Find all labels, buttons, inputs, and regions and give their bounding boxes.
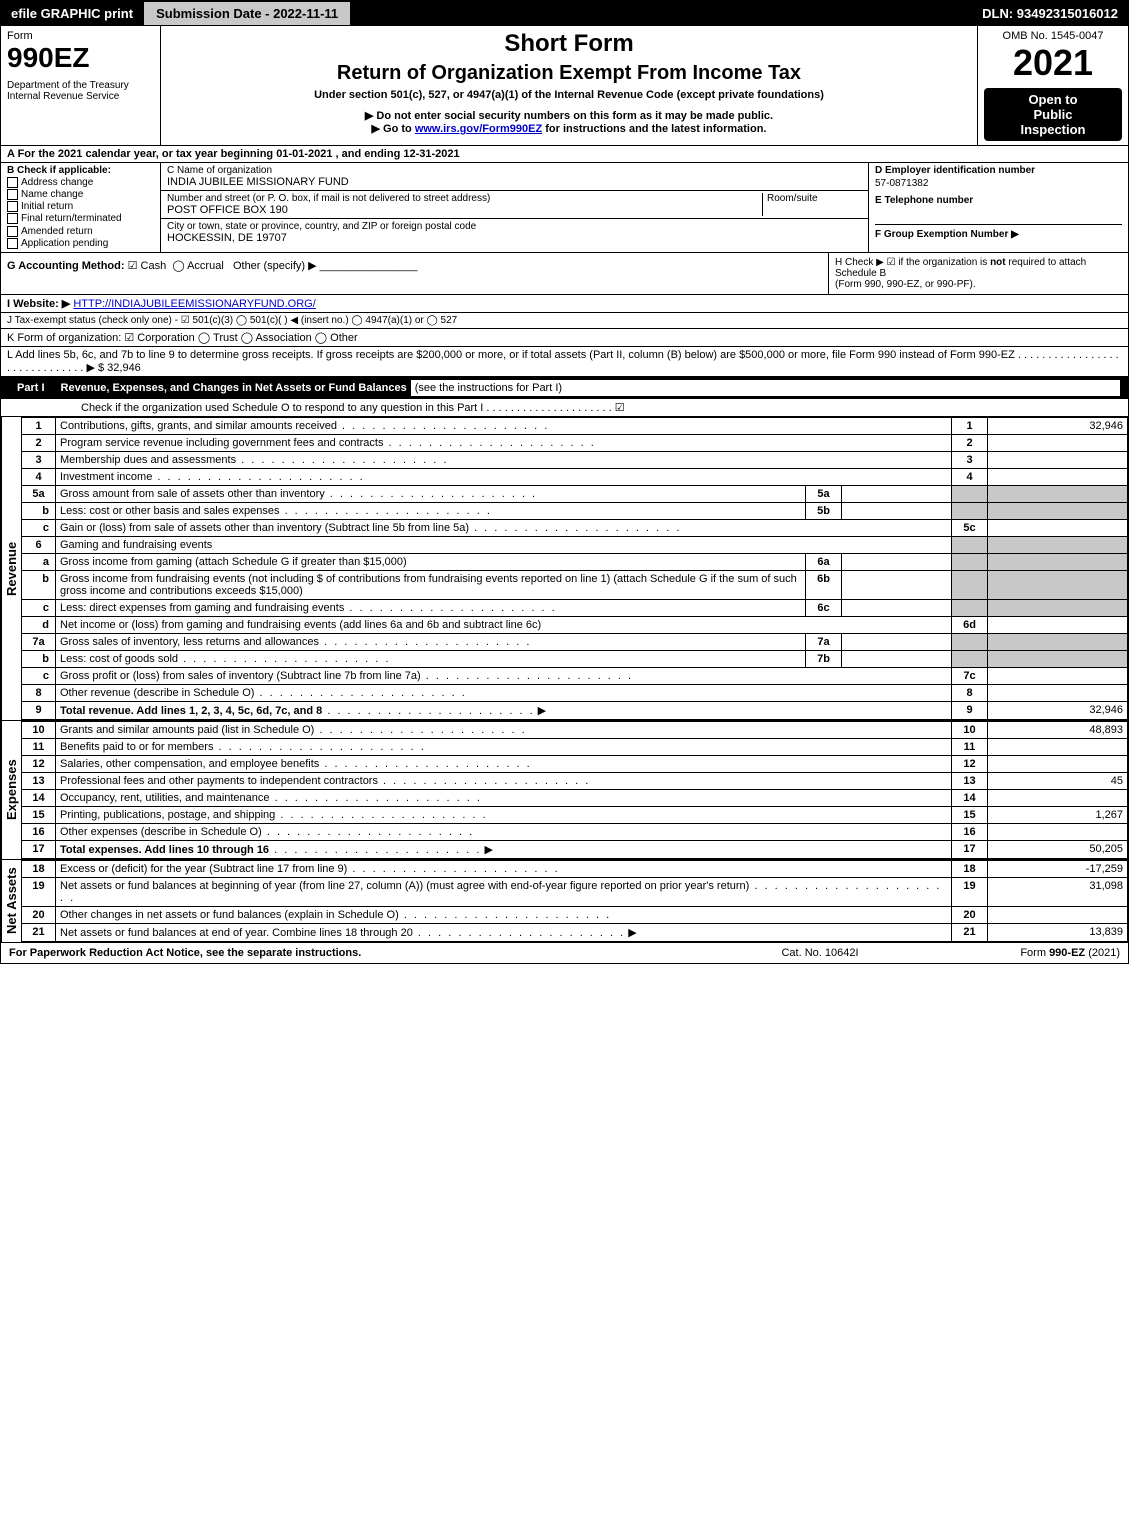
dln-label: DLN: 93492315016012 [972,2,1128,25]
line-9: 9Total revenue. Add lines 1, 2, 3, 4, 5c… [22,701,1128,719]
check-initial-return[interactable]: Initial return [21,201,73,212]
c-label: C Name of organization [167,165,862,176]
street-value: POST OFFICE BOX 190 [167,204,762,216]
section-g-h: G Accounting Method: ☑ Cash ◯ Accrual Ot… [1,253,1128,295]
short-form-title: Short Form [169,30,969,58]
section-i: I Website: ▶ HTTP://INDIAJUBILEEMISSIONA… [1,295,1128,313]
line-21: 21Net assets or fund balances at end of … [22,923,1128,941]
check-name-change[interactable]: Name change [21,189,83,200]
omb-number: OMB No. 1545-0047 [984,30,1122,42]
street-label: Number and street (or P. O. box, if mail… [167,193,762,204]
line-6b: bGross income from fundraising events (n… [22,570,1128,599]
form-header: Form 990EZ Department of the Treasury In… [1,26,1128,146]
line-6a: aGross income from gaming (attach Schedu… [22,553,1128,570]
part-1-header: Part I Revenue, Expenses, and Changes in… [1,377,1128,399]
check-final-return[interactable]: Final return/terminated [21,214,122,225]
page-footer: For Paperwork Reduction Act Notice, see … [1,943,1128,963]
expenses-side-label: Expenses [1,721,21,859]
section-def: D Employer identification number 57-0871… [868,163,1128,252]
line-7a: 7aGross sales of inventory, less returns… [22,633,1128,650]
cat-no: Cat. No. 10642I [720,947,920,959]
line-4: 4Investment income4 [22,468,1128,485]
g-label: G Accounting Method: [7,260,125,272]
line-6d: dNet income or (loss) from gaming and fu… [22,616,1128,633]
g-cash-check[interactable]: ☑ [128,260,138,272]
section-a: A For the 2021 calendar year, or tax yea… [1,146,1128,163]
line-10: 10Grants and similar amounts paid (list … [22,721,1128,738]
efile-print-label[interactable]: efile GRAPHIC print [1,2,143,25]
expenses-table: 10Grants and similar amounts paid (list … [21,721,1128,859]
ein-value: 57-0871382 [875,178,1122,189]
line-5c: cGain or (loss) from sale of assets othe… [22,519,1128,536]
netassets-side-label: Net Assets [1,860,21,942]
line-20: 20Other changes in net assets or fund ba… [22,906,1128,923]
line-3: 3Membership dues and assessments3 [22,451,1128,468]
line-12: 12Salaries, other compensation, and empl… [22,755,1128,772]
revenue-section: Revenue 1Contributions, gifts, grants, a… [1,417,1128,721]
line-6: 6Gaming and fundraising events [22,536,1128,553]
line-18: 18Excess or (deficit) for the year (Subt… [22,860,1128,877]
top-bar: efile GRAPHIC print Submission Date - 20… [1,1,1128,26]
phone-value [875,206,1122,220]
section-l: L Add lines 5b, 6c, and 7b to line 9 to … [1,347,1128,377]
website-link[interactable]: HTTP://INDIAJUBILEEMISSIONARYFUND.ORG/ [73,298,315,310]
form-word: Form [7,30,154,42]
check-amended[interactable]: Amended return [21,226,93,237]
line-11: 11Benefits paid to or for members11 [22,738,1128,755]
line-16: 16Other expenses (describe in Schedule O… [22,823,1128,840]
f-label: F Group Exemption Number ▶ [875,229,1019,240]
city-value: HOCKESSIN, DE 19707 [167,232,862,244]
goto-line: ▶ Go to www.irs.gov/Form990EZ for instru… [169,122,969,135]
line-17: 17Total expenses. Add lines 10 through 1… [22,840,1128,858]
line-5b: bLess: cost or other basis and sales exp… [22,502,1128,519]
part-1-check-line: Check if the organization used Schedule … [1,399,1128,417]
irs-link[interactable]: www.irs.gov/Form990EZ [415,123,542,135]
line-15: 15Printing, publications, postage, and s… [22,806,1128,823]
submission-date: Submission Date - 2022-11-11 [143,1,351,26]
line-1: 1Contributions, gifts, grants, and simil… [22,417,1128,434]
check-pending[interactable]: Application pending [21,238,108,249]
d-label: D Employer identification number [875,165,1122,176]
section-c: C Name of organization INDIA JUBILEE MIS… [161,163,868,252]
section-k: K Form of organization: ☑ Corporation ◯ … [1,329,1128,347]
gross-receipts: 32,946 [107,362,141,374]
section-j: J Tax-exempt status (check only one) - ☑… [1,313,1128,329]
section-b: B Check if applicable: Address change Na… [1,163,161,252]
line-19: 19Net assets or fund balances at beginni… [22,877,1128,906]
form-number: 990EZ [7,42,154,74]
h-text: H Check ▶ ☑ if the organization is [835,257,990,268]
org-name: INDIA JUBILEE MISSIONARY FUND [167,176,862,188]
line-13: 13Professional fees and other payments t… [22,772,1128,789]
paperwork-notice: For Paperwork Reduction Act Notice, see … [9,947,720,959]
line-2: 2Program service revenue including gover… [22,434,1128,451]
line-6c: cLess: direct expenses from gaming and f… [22,599,1128,616]
form-ref: Form 990-EZ (2021) [920,947,1120,959]
room-label: Room/suite [767,193,862,204]
open-public-inspection: Open to Public Inspection [984,88,1122,141]
line-5a: 5aGross amount from sale of assets other… [22,485,1128,502]
line-8: 8Other revenue (describe in Schedule O)8 [22,684,1128,701]
part-1-tag: Part I [9,380,53,396]
dept-treasury: Department of the Treasury Internal Reve… [7,80,154,102]
expenses-section: Expenses 10Grants and similar amounts pa… [1,721,1128,860]
form-990ez-page: efile GRAPHIC print Submission Date - 20… [0,0,1129,964]
tax-year: 2021 [984,42,1122,84]
line-14: 14Occupancy, rent, utilities, and mainte… [22,789,1128,806]
org-info-block: B Check if applicable: Address change Na… [1,163,1128,253]
under-section-text: Under section 501(c), 527, or 4947(a)(1)… [169,89,969,101]
e-label: E Telephone number [875,195,1122,206]
revenue-side-label: Revenue [1,417,21,720]
net-assets-section: Net Assets 18Excess or (deficit) for the… [1,860,1128,943]
return-title: Return of Organization Exempt From Incom… [169,62,969,85]
netassets-table: 18Excess or (deficit) for the year (Subt… [21,860,1128,942]
part-1-title: Revenue, Expenses, and Changes in Net As… [61,382,407,394]
line-7c: cGross profit or (loss) from sales of in… [22,667,1128,684]
city-label: City or town, state or province, country… [167,221,862,232]
ssn-warning: ▶ Do not enter social security numbers o… [169,109,969,122]
revenue-table: 1Contributions, gifts, grants, and simil… [21,417,1128,720]
line-7b: bLess: cost of goods sold7b [22,650,1128,667]
check-address-change[interactable]: Address change [21,177,93,188]
